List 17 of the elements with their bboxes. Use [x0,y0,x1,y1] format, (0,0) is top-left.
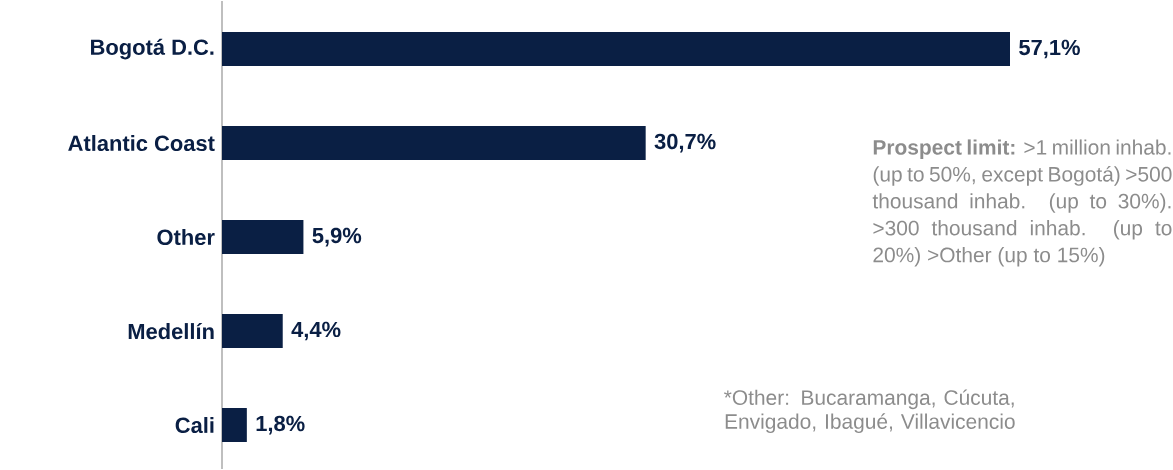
data-label: 30,7% [654,133,716,153]
y-tick-label: Cali [175,416,214,434]
bar [222,126,646,161]
y-tick-label: Atlantic Coast [68,134,215,152]
data-label: 4,4% [291,321,341,341]
bar [222,220,304,255]
y-tick-label: Other [157,228,215,246]
data-label: 57,1% [1019,39,1080,59]
bar [222,314,283,349]
data-label: 5,9% [312,227,362,247]
y-tick-label: Medellín [128,322,214,340]
bar [222,32,1010,67]
annotation: *Other: Bucaramanga, Cúcuta, Envigado, Ibagué, Villavicencio [724,389,1015,434]
bar [222,408,247,443]
y-tick-label: Bogotá D.C. [91,38,214,60]
annotation: Prospect limit: >1 million inhab. (up to 50%, except Bogotá) >500 thousand inhab. (up to 30%). >300 thousand inhab. (up to 20%) >Other (up to 15%) [872,139,1172,267]
data-label: 1,8% [256,415,305,435]
